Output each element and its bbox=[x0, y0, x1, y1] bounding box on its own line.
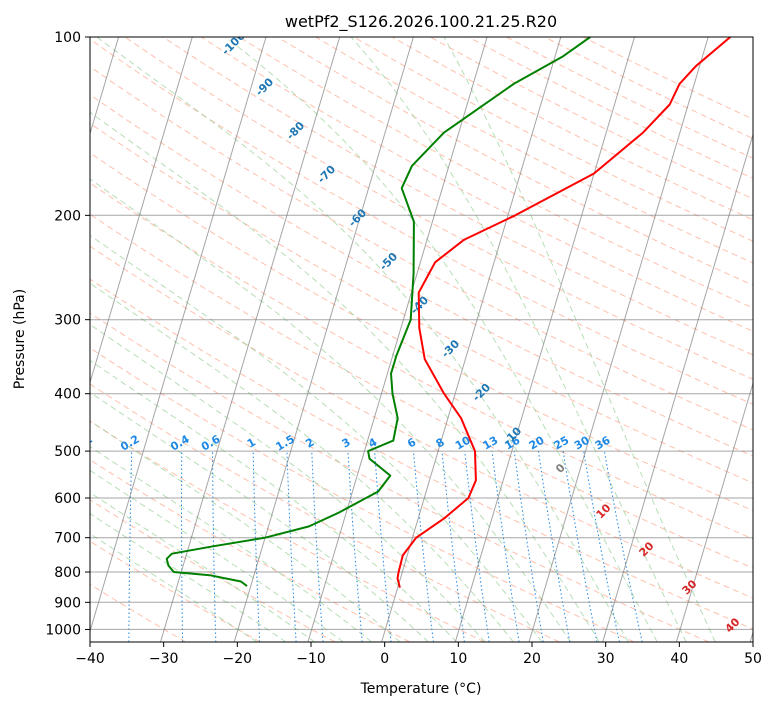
series-layer bbox=[165, 37, 731, 588]
dry-adiabat bbox=[90, 152, 753, 512]
dewpoint-profile bbox=[165, 37, 591, 587]
moist-adiabat bbox=[443, 37, 716, 642]
y-tick-label: 600 bbox=[54, 491, 81, 507]
x-tick-label: −20 bbox=[223, 651, 253, 667]
x-tick-label: −30 bbox=[149, 651, 179, 667]
background-lines bbox=[90, 37, 753, 642]
moist-adiabat bbox=[90, 469, 344, 642]
y-axis-label: Pressure (hPa) bbox=[12, 289, 28, 389]
isotherm-gridline bbox=[90, 37, 267, 633]
x-tick-label: −10 bbox=[296, 651, 326, 667]
y-tick-label: 200 bbox=[54, 208, 81, 224]
y-tick-label: 400 bbox=[54, 387, 81, 403]
moist-adiabat bbox=[96, 37, 629, 642]
dry-adiabat bbox=[90, 278, 753, 630]
plot-frame bbox=[89, 36, 754, 643]
isotherm-gridline bbox=[90, 37, 193, 385]
y-tick-label: 100 bbox=[54, 30, 81, 46]
dry-adiabat bbox=[90, 312, 710, 642]
mixing-ratio-line bbox=[491, 451, 520, 642]
dry-adiabat bbox=[239, 37, 753, 309]
x-tick-label: 30 bbox=[597, 651, 615, 667]
moist-adiabat bbox=[90, 391, 429, 642]
isotherm-gridline bbox=[454, 37, 635, 642]
isotherm-gridline bbox=[160, 37, 341, 642]
dry-adiabat bbox=[124, 37, 753, 380]
y-tick-label: 700 bbox=[54, 531, 81, 547]
dry-adiabat bbox=[90, 347, 635, 642]
dry-adiabat bbox=[90, 420, 485, 642]
temperature-profile bbox=[396, 37, 731, 588]
moist-adiabat bbox=[90, 323, 486, 642]
isotherm-gridline bbox=[381, 37, 562, 642]
moist-adiabat bbox=[90, 512, 287, 642]
moist-adiabat bbox=[90, 491, 315, 642]
isotherm-gridline bbox=[602, 132, 753, 642]
mixing-ratio-label: 0.1 bbox=[71, 433, 94, 454]
y-tick-label: 300 bbox=[54, 313, 81, 329]
isotherm-gridline bbox=[675, 381, 753, 642]
plot-area: 0.10.20.40.611.52346810131620253036-100-… bbox=[71, 37, 753, 642]
x-tick-label: 50 bbox=[744, 651, 762, 667]
x-tick-label: 40 bbox=[670, 651, 688, 667]
x-axis-label: Temperature (°C) bbox=[360, 681, 482, 697]
x-tick-label: 0 bbox=[380, 651, 389, 667]
chart-title: wetPf2_S126.2026.100.21.25.R20 bbox=[285, 12, 557, 32]
y-tick-label: 1000 bbox=[45, 622, 81, 638]
dry-adiabat bbox=[90, 245, 753, 599]
x-axis-ticks: −40 −30 −20 −10 0 10 20 30 40 50 bbox=[75, 642, 762, 667]
mixing-ratio-line bbox=[412, 451, 434, 642]
dry-adiabat bbox=[90, 94, 753, 457]
y-tick-label: 800 bbox=[54, 565, 81, 581]
dry-adiabat bbox=[277, 37, 753, 286]
y-tick-label: 900 bbox=[54, 595, 81, 611]
dry-adiabat bbox=[90, 583, 186, 642]
mixing-ratio-line bbox=[513, 451, 544, 642]
dry-adiabat bbox=[90, 540, 261, 642]
moist-adiabat bbox=[225, 37, 658, 642]
isotherm-gridline bbox=[528, 37, 709, 642]
mixing-ratio-line bbox=[583, 451, 620, 642]
moist-adiabat bbox=[90, 111, 600, 642]
moist-adiabat bbox=[90, 282, 514, 642]
mixing-ratio-line bbox=[603, 451, 643, 642]
y-tick-label: 500 bbox=[54, 444, 81, 460]
moist-adiabat bbox=[90, 178, 572, 642]
dry-adiabat bbox=[90, 182, 753, 540]
moist-adiabat bbox=[350, 37, 687, 642]
isotherm-gridline bbox=[307, 37, 488, 642]
dry-adiabat bbox=[90, 122, 753, 484]
dry-adiabat bbox=[90, 459, 411, 642]
dry-adiabat bbox=[162, 37, 753, 356]
mixing-ratio-line bbox=[374, 451, 392, 642]
y-axis-ticks: 100 200 300 400 500 600 700 800 900 1000 bbox=[45, 30, 90, 638]
x-tick-label: −40 bbox=[75, 651, 105, 667]
mixing-ratio-line bbox=[347, 451, 363, 642]
mixing-ratio-line bbox=[441, 451, 465, 642]
x-tick-label: 10 bbox=[449, 651, 467, 667]
isotherm-gridline bbox=[233, 37, 414, 642]
moist-adiabat bbox=[90, 420, 401, 642]
x-tick-label: 20 bbox=[523, 651, 541, 667]
moist-adiabat bbox=[90, 234, 543, 642]
